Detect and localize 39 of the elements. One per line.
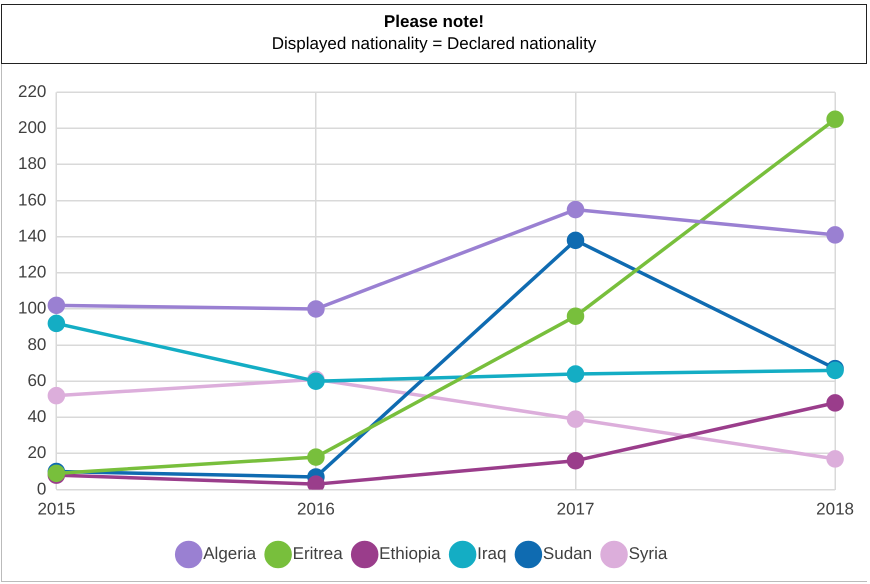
y-tick-label: 220 [18, 82, 46, 101]
x-tick-label: 2018 [816, 499, 854, 518]
point [566, 200, 584, 218]
x-tick-label: 2015 [37, 499, 76, 518]
y-tick-label: 160 [18, 190, 46, 210]
y-tick-label: 20 [27, 443, 46, 462]
point [826, 394, 844, 412]
y-tick-label: 140 [18, 226, 46, 246]
x-tick-label: 2016 [297, 499, 335, 518]
legend-label: Eritrea [292, 544, 344, 564]
y-tick-label: 80 [27, 334, 46, 354]
y-tick-label: 100 [18, 298, 46, 318]
chart-subtitle: Displayed nationality = Declared nationality [270, 33, 598, 55]
legend-label: Syria [628, 544, 668, 564]
y-tick-label: 0 [36, 479, 46, 498]
y-tick-label: 40 [27, 407, 46, 426]
y-tick-label: 60 [27, 370, 46, 390]
point [566, 307, 584, 325]
point [566, 232, 584, 250]
point [826, 226, 844, 244]
point [307, 300, 325, 318]
point [566, 410, 584, 428]
point [307, 448, 325, 466]
point [48, 296, 66, 314]
legend-label: Algeria [203, 544, 257, 564]
point [48, 386, 66, 404]
y-tick-label: 200 [18, 118, 46, 138]
legend-label: Sudan [542, 544, 592, 564]
x-tick-label: 2017 [556, 499, 594, 518]
point [566, 365, 584, 383]
legend-label: Ethiopia [379, 544, 442, 564]
point [826, 110, 844, 128]
point [566, 452, 584, 470]
y-tick-label: 120 [18, 262, 46, 282]
legend-label: Iraq [477, 544, 506, 564]
y-tick-label: 180 [18, 154, 46, 174]
point [826, 450, 844, 468]
chart-title: Please note! [384, 12, 484, 31]
point [48, 314, 66, 332]
